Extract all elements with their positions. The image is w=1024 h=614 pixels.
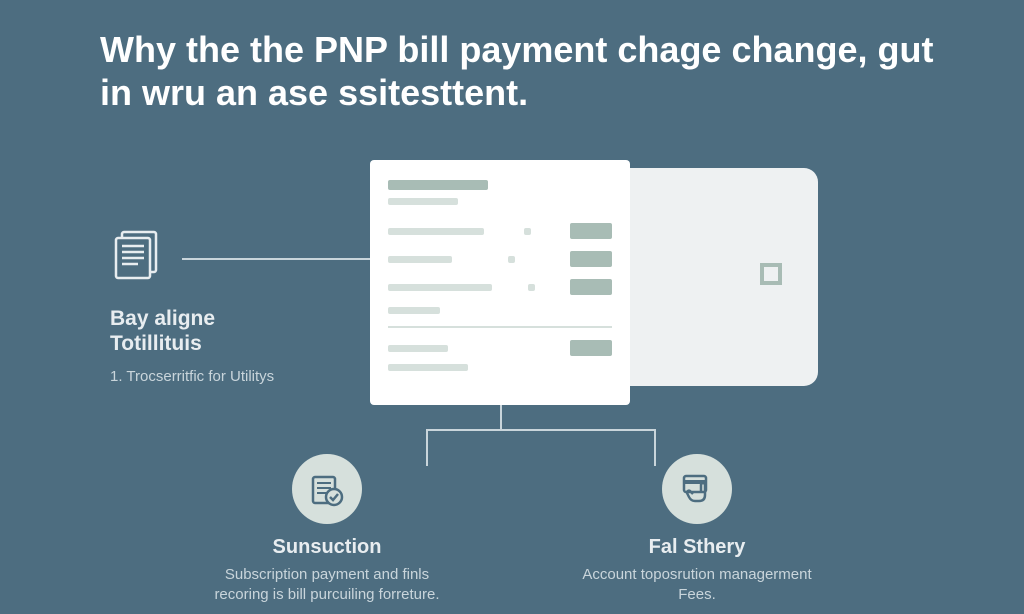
card-footer-value	[570, 340, 612, 356]
card-header-bar-1	[388, 180, 488, 190]
callout-title: Sunsuction	[207, 536, 447, 559]
card-footer-row	[388, 340, 612, 356]
card-row-value	[570, 279, 612, 295]
card-row-value	[570, 251, 612, 267]
card-row-value	[570, 223, 612, 239]
bill-cards	[370, 160, 790, 405]
left-title-line2: Totillituis	[110, 332, 202, 355]
card-footer-bar	[388, 364, 468, 371]
callout-fal-sthery: Fal Sthery Account toposrution managermen…	[577, 454, 817, 604]
callout-body: Account toposrution managerment Fees.	[577, 565, 817, 604]
connector-line	[426, 429, 656, 431]
card-row	[388, 251, 612, 267]
document-stack-icon	[110, 228, 166, 284]
card-separator	[388, 326, 612, 328]
card-footer-row	[388, 364, 612, 371]
card-row-bar	[388, 228, 484, 235]
connector-line	[182, 258, 370, 260]
callout-sunsuction: Sunsuction Subscription payment and finls…	[207, 454, 447, 604]
card-row	[388, 307, 612, 314]
left-subtext: 1. Trocserritfic for Utilitys	[110, 368, 310, 385]
headline: Why the the PNP bill payment chage chang…	[100, 28, 964, 114]
callout-row: Sunsuction Subscription payment and finls…	[0, 454, 1024, 604]
card-row-bar	[388, 284, 492, 291]
doc-check-icon	[292, 454, 362, 524]
card-row	[388, 279, 612, 295]
connector-line	[500, 405, 502, 429]
card-row	[388, 223, 612, 239]
left-title-line1: Bay aligne	[110, 307, 215, 330]
card-row-dot	[528, 284, 535, 291]
left-feature-block: Bay aligne Totillituis 1. Trocserritfic …	[110, 228, 310, 385]
card-row-dot	[524, 228, 531, 235]
card-front	[370, 160, 630, 405]
card-footer-bar	[388, 345, 448, 352]
callout-body: Subscription payment and finls recoring …	[207, 565, 447, 604]
infographic-canvas: Why the the PNP bill payment chage chang…	[0, 0, 1024, 614]
callout-title: Fal Sthery	[577, 536, 817, 559]
card-row-bar	[388, 307, 440, 314]
card-header-bar-2	[388, 198, 458, 205]
card-row-bar	[388, 256, 452, 263]
card-back-square-icon	[760, 263, 782, 285]
card-row-dot	[508, 256, 515, 263]
left-title: Bay aligne Totillituis	[110, 306, 310, 356]
card-hand-icon	[662, 454, 732, 524]
